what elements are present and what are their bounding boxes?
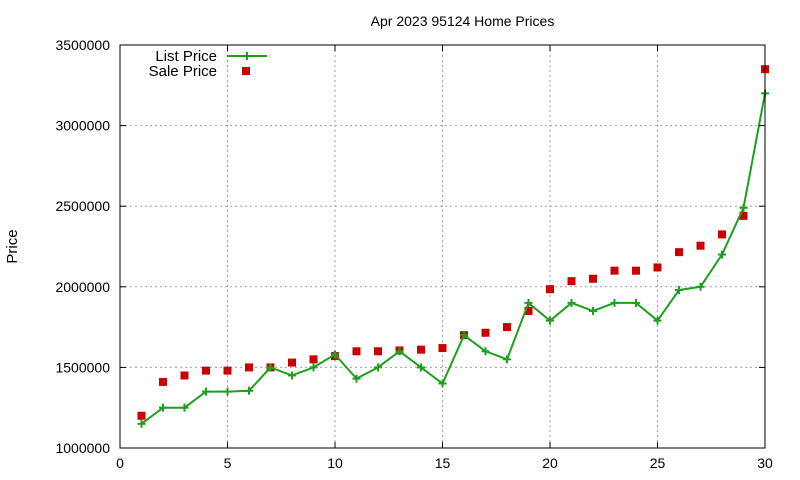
list-price-point [309, 363, 318, 372]
y-tick-label: 2500000 [55, 198, 110, 214]
y-tick-label: 3000000 [55, 118, 110, 134]
sale-price-point [739, 211, 748, 220]
list-price-point [223, 387, 232, 396]
list-price-point [438, 379, 447, 388]
y-tick-label: 1000000 [55, 440, 110, 456]
legend-label-list-price: List Price [155, 48, 217, 65]
list-price-point [137, 419, 146, 428]
sale-price-point [696, 241, 705, 250]
sale-price-point [374, 347, 382, 356]
list-price-point [610, 298, 619, 307]
list-price-point [632, 298, 640, 307]
chart-title: Apr 2023 95124 Home Prices [371, 13, 555, 29]
sale-price-point [352, 347, 361, 356]
y-tick-label: 1500000 [55, 359, 110, 375]
sale-price-point [589, 274, 597, 283]
sale-price-point [180, 371, 189, 380]
legend-marker-sale-price [242, 67, 250, 75]
list-price-point [352, 374, 361, 383]
sale-price-point [309, 355, 318, 364]
list-price-point [202, 387, 210, 396]
x-tick-label: 10 [327, 455, 343, 471]
ticks: 0 5 10 15 20 25 30 1000000 1500000 2000000 2500000… [55, 37, 773, 471]
x-tick-label: 20 [542, 455, 558, 471]
sale-price-point [288, 358, 296, 367]
list-price-point [589, 306, 597, 315]
list-price-point [180, 403, 189, 412]
list-price-point [395, 347, 404, 356]
list-price-point [696, 282, 705, 291]
sale-price-point [610, 266, 619, 275]
sale-price-point [438, 344, 447, 353]
x-tick-label: 0 [116, 455, 124, 471]
sale-price-point [675, 248, 683, 257]
y-tick-label: 2000000 [55, 279, 110, 295]
sale-price-point [159, 377, 167, 386]
list-price-point [288, 371, 296, 380]
list-price-point [718, 250, 726, 259]
list-price-point [331, 350, 339, 359]
list-price-point [653, 316, 662, 325]
legend-marker-list-price [243, 52, 251, 60]
list-price-point [524, 298, 533, 307]
sale-price-point [417, 345, 425, 354]
sale-price-point [202, 366, 210, 375]
list-price-point [266, 363, 275, 372]
list-price-point [567, 298, 576, 307]
sale-price-point [546, 285, 554, 294]
x-tick-label: 15 [435, 455, 451, 471]
sale-price-point [718, 230, 726, 239]
list-price-point [675, 286, 683, 295]
sale-price-point [137, 411, 146, 420]
list-price-point [546, 316, 554, 325]
sale-price-point [653, 263, 662, 272]
list-price-point [460, 331, 468, 340]
x-tick-label: 25 [650, 455, 666, 471]
list-price-point [374, 363, 382, 372]
sale-price-point [223, 366, 232, 375]
list-price-point [739, 203, 748, 212]
grid [120, 45, 765, 448]
legend-label-sale-price: Sale Price [149, 63, 217, 80]
x-tick-label: 5 [224, 455, 232, 471]
sale-price-point [632, 266, 640, 275]
sale-price-point [245, 363, 253, 372]
list-price-point [481, 347, 490, 356]
x-tick-label: 30 [757, 455, 773, 471]
y-tick-label: 3500000 [55, 37, 110, 53]
list-price-point [245, 386, 253, 395]
sale-price-point [567, 277, 576, 286]
list-price-point [159, 403, 167, 412]
legend: List Price Sale Price [149, 48, 267, 80]
y-axis-title: Price [4, 229, 21, 263]
sale-price-point [481, 328, 490, 337]
sale-price-point [524, 306, 533, 315]
list-price-point [417, 363, 425, 372]
sale-price-point [503, 323, 511, 332]
list-price-point [503, 355, 511, 364]
series [137, 65, 769, 428]
